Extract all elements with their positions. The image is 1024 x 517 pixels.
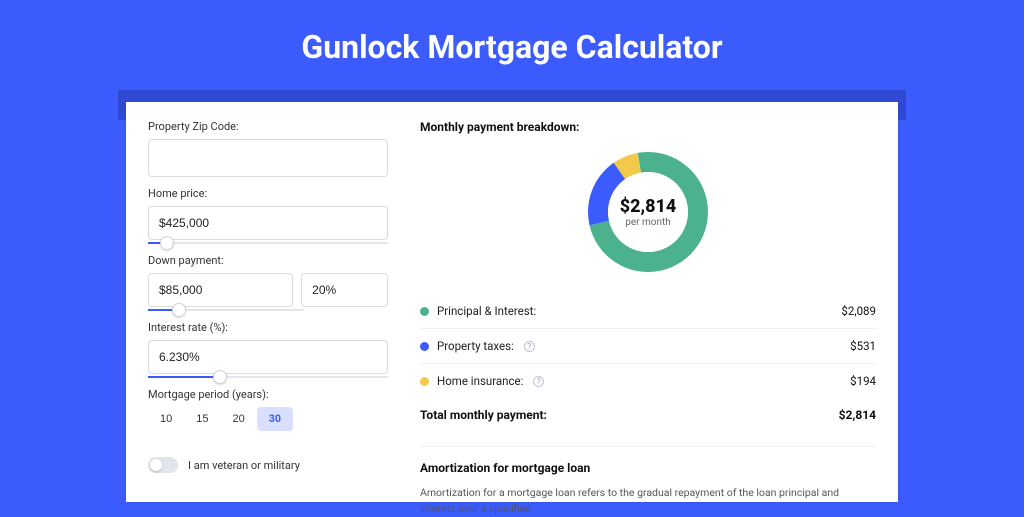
breakdown-title: Monthly payment breakdown:: [420, 120, 876, 134]
amortization-section: Amortization for mortgage loan Amortizat…: [420, 446, 876, 517]
info-icon[interactable]: ?: [524, 341, 535, 352]
legend-dot: [420, 377, 429, 386]
info-icon[interactable]: ?: [533, 376, 544, 387]
legend-row: Principal & Interest: $2,089: [420, 294, 876, 329]
legend-label: Principal & Interest:: [437, 304, 536, 318]
mortgage-period-label: Mortgage period (years):: [148, 388, 388, 401]
legend-value: $531: [850, 339, 876, 353]
mortgage-period-group: 10152030: [148, 407, 388, 431]
total-label: Total monthly payment:: [420, 408, 547, 422]
legend-row: Home insurance:? $194: [420, 364, 876, 398]
down-payment-pct-input[interactable]: [301, 273, 388, 307]
slider-thumb[interactable]: [160, 236, 174, 250]
donut-amount: $2,814: [620, 196, 677, 217]
donut-chart: $2,814 per month: [584, 148, 712, 276]
page-title: Gunlock Mortgage Calculator: [0, 0, 1024, 90]
calculator-card: Property Zip Code: Home price: Down paym…: [126, 102, 898, 502]
legend-label: Property taxes:: [437, 339, 514, 353]
home-price-slider[interactable]: [148, 242, 388, 244]
home-price-input[interactable]: [148, 206, 388, 240]
interest-rate-input[interactable]: [148, 340, 388, 374]
legend-value: $2,089: [841, 304, 876, 318]
legend-value: $194: [850, 374, 876, 388]
donut-center: $2,814 per month: [584, 148, 712, 276]
slider-thumb[interactable]: [213, 370, 227, 384]
period-button-30[interactable]: 30: [257, 407, 293, 431]
legend-dot: [420, 307, 429, 316]
zip-label: Property Zip Code:: [148, 120, 388, 133]
total-row: Total monthly payment: $2,814: [420, 398, 876, 432]
period-button-15[interactable]: 15: [184, 407, 220, 431]
form-column: Property Zip Code: Home price: Down paym…: [126, 120, 410, 502]
period-button-10[interactable]: 10: [148, 407, 184, 431]
interest-rate-label: Interest rate (%):: [148, 321, 388, 334]
down-payment-input[interactable]: [148, 273, 293, 307]
home-price-label: Home price:: [148, 187, 388, 200]
slider-thumb[interactable]: [172, 303, 186, 317]
breakdown-column: Monthly payment breakdown: $2,814 per mo…: [410, 120, 898, 502]
legend-label: Home insurance:: [437, 374, 523, 388]
down-payment-label: Down payment:: [148, 254, 388, 267]
total-value: $2,814: [839, 408, 876, 422]
legend-dot: [420, 342, 429, 351]
zip-input[interactable]: [148, 139, 388, 177]
veteran-label: I am veteran or military: [188, 459, 300, 472]
period-button-20[interactable]: 20: [221, 407, 257, 431]
veteran-toggle[interactable]: [148, 457, 178, 473]
donut-sub: per month: [625, 217, 671, 228]
donut-wrap: $2,814 per month: [420, 148, 876, 276]
amortization-title: Amortization for mortgage loan: [420, 461, 876, 475]
slider-fill: [148, 376, 220, 378]
down-payment-slider[interactable]: [148, 309, 304, 311]
legend-row: Property taxes:? $531: [420, 329, 876, 364]
interest-rate-slider[interactable]: [148, 376, 388, 378]
